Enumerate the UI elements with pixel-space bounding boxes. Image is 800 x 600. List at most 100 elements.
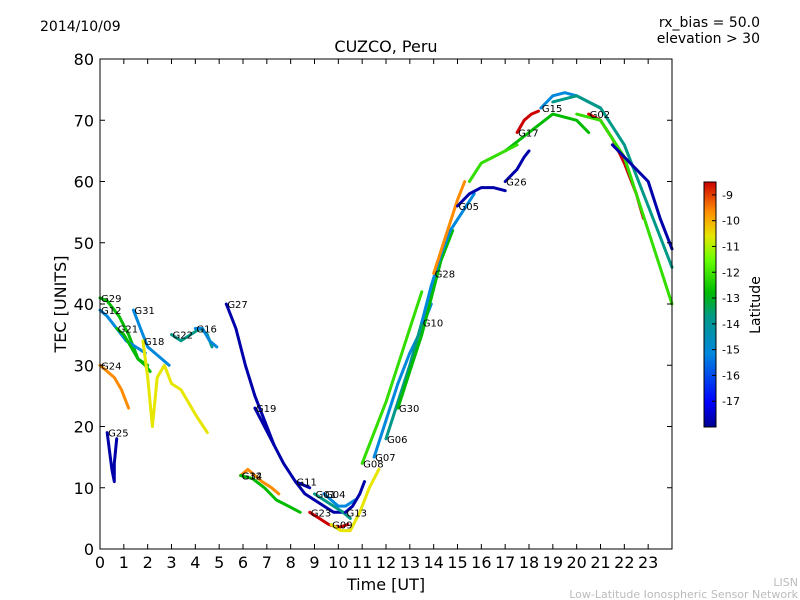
series-line bbox=[344, 480, 366, 514]
series-label: G23 bbox=[311, 508, 331, 519]
series-label: G10 bbox=[423, 318, 443, 329]
series-line bbox=[239, 467, 281, 496]
series-line bbox=[98, 308, 147, 355]
series-line bbox=[467, 143, 519, 183]
x-tick-label: 19 bbox=[543, 553, 563, 572]
series-line bbox=[503, 149, 531, 183]
footer-network: Low-Latitude Ionospheric Sensor Network bbox=[569, 588, 798, 600]
footer-lisn: LISN bbox=[773, 576, 798, 589]
series-label: G16 bbox=[196, 325, 216, 336]
colorbar-tick-label: -16 bbox=[722, 369, 740, 382]
series-label: G28 bbox=[435, 269, 455, 280]
series-line bbox=[432, 180, 467, 275]
series-label: G21 bbox=[118, 325, 138, 336]
x-axis-label: Time [UT] bbox=[346, 575, 425, 594]
x-tick-label: 8 bbox=[286, 553, 296, 572]
series-line bbox=[322, 492, 357, 508]
x-tick-label: 22 bbox=[614, 553, 634, 572]
series-label: G11 bbox=[296, 478, 316, 489]
y-axis: 0 10 20 30 40 50 60 70 80 bbox=[74, 50, 672, 559]
colorbar-ticks: -9 -10 -11 -12 -13 -14 -15 -16 -17 bbox=[712, 189, 740, 408]
series-line bbox=[551, 94, 674, 269]
series-label: G05 bbox=[459, 202, 479, 213]
x-tick-label: 13 bbox=[400, 553, 420, 572]
colorbar-tick-label: -9 bbox=[722, 189, 733, 202]
colorbar-tick-label: -10 bbox=[722, 215, 740, 228]
x-tick-label: 12 bbox=[376, 553, 396, 572]
series-line bbox=[293, 480, 345, 514]
series-label: G22 bbox=[173, 331, 193, 342]
x-tick-label: 6 bbox=[238, 553, 248, 572]
y-tick-label: 30 bbox=[74, 356, 94, 375]
series-label: G07 bbox=[375, 453, 395, 464]
y-tick-label: 80 bbox=[74, 50, 94, 69]
y-axis-label: TEC [UNITS] bbox=[51, 256, 70, 354]
colorbar-label: Latitude bbox=[748, 276, 764, 334]
series-line bbox=[610, 143, 674, 251]
x-tick-label: 23 bbox=[638, 553, 658, 572]
y-tick-label: 70 bbox=[74, 111, 94, 130]
series-label: G18 bbox=[144, 337, 164, 348]
y-tick-label: 40 bbox=[74, 295, 94, 314]
x-tick-label: 2 bbox=[143, 553, 153, 572]
x-tick-label: 5 bbox=[214, 553, 224, 572]
plot-frame bbox=[99, 58, 673, 550]
colorbar bbox=[703, 181, 717, 428]
series-label: G09 bbox=[332, 521, 352, 532]
series-label: G14 bbox=[242, 472, 262, 483]
series-line bbox=[308, 510, 350, 530]
series-label: G19 bbox=[256, 404, 276, 415]
y-tick-label: 0 bbox=[84, 540, 94, 559]
series-line bbox=[193, 327, 219, 349]
x-tick-label: 1 bbox=[119, 553, 129, 572]
x-tick-label: 7 bbox=[262, 553, 272, 572]
x-axis: 0 1 2 3 4 5 6 7 8 9 10 11 12 13 14 15 16 17 18 19 20 21 22 23 bbox=[95, 59, 658, 572]
x-tick-label: 3 bbox=[166, 553, 176, 572]
series-label: G04 bbox=[325, 490, 345, 501]
series-line bbox=[313, 492, 352, 520]
series-label: G32 bbox=[242, 472, 262, 483]
date-label: 2014/10/09 bbox=[40, 19, 121, 35]
series-label: G29 bbox=[101, 294, 121, 305]
elevation-label: elevation > 30 bbox=[657, 31, 760, 47]
series-label: G12 bbox=[101, 306, 121, 317]
series-label: G24 bbox=[101, 361, 121, 372]
y-tick-label: 10 bbox=[74, 479, 94, 498]
chart-title: CUZCO, Peru bbox=[334, 37, 437, 56]
x-tick-label: 0 bbox=[95, 553, 105, 572]
series-label: G13 bbox=[346, 508, 366, 519]
colorbar-tick-label: -14 bbox=[722, 318, 740, 331]
series-line bbox=[239, 474, 302, 514]
colorbar-tick-label: -12 bbox=[722, 266, 740, 279]
series-line bbox=[515, 109, 540, 134]
rx-bias-label: rx_bias = 50.0 bbox=[659, 15, 760, 31]
series-label: G31 bbox=[134, 306, 154, 317]
x-tick-label: 9 bbox=[309, 553, 319, 572]
series-label: G27 bbox=[227, 300, 247, 311]
series-label: G06 bbox=[387, 435, 407, 446]
x-tick-label: 15 bbox=[447, 553, 467, 572]
series-line bbox=[456, 186, 507, 208]
series-line bbox=[360, 290, 424, 465]
x-tick-label: 10 bbox=[328, 553, 348, 572]
series-line bbox=[503, 112, 591, 153]
data-series bbox=[98, 91, 674, 533]
y-tick-label: 50 bbox=[74, 234, 94, 253]
x-tick-label: 4 bbox=[190, 553, 200, 572]
x-tick-label: 11 bbox=[352, 553, 372, 572]
colorbar-tick-label: -17 bbox=[722, 395, 740, 408]
series-label: G30 bbox=[399, 404, 419, 415]
y-tick-label: 60 bbox=[74, 173, 94, 192]
x-tick-label: 16 bbox=[471, 553, 491, 572]
series-label: G17 bbox=[518, 129, 538, 140]
series-line bbox=[105, 431, 119, 484]
series-label: G25 bbox=[108, 429, 128, 440]
series-line bbox=[420, 192, 476, 324]
x-tick-label: 21 bbox=[590, 553, 610, 572]
series-line bbox=[224, 302, 276, 447]
x-tick-label: 14 bbox=[423, 553, 443, 572]
x-tick-label: 20 bbox=[566, 553, 586, 572]
series-line bbox=[131, 308, 171, 367]
